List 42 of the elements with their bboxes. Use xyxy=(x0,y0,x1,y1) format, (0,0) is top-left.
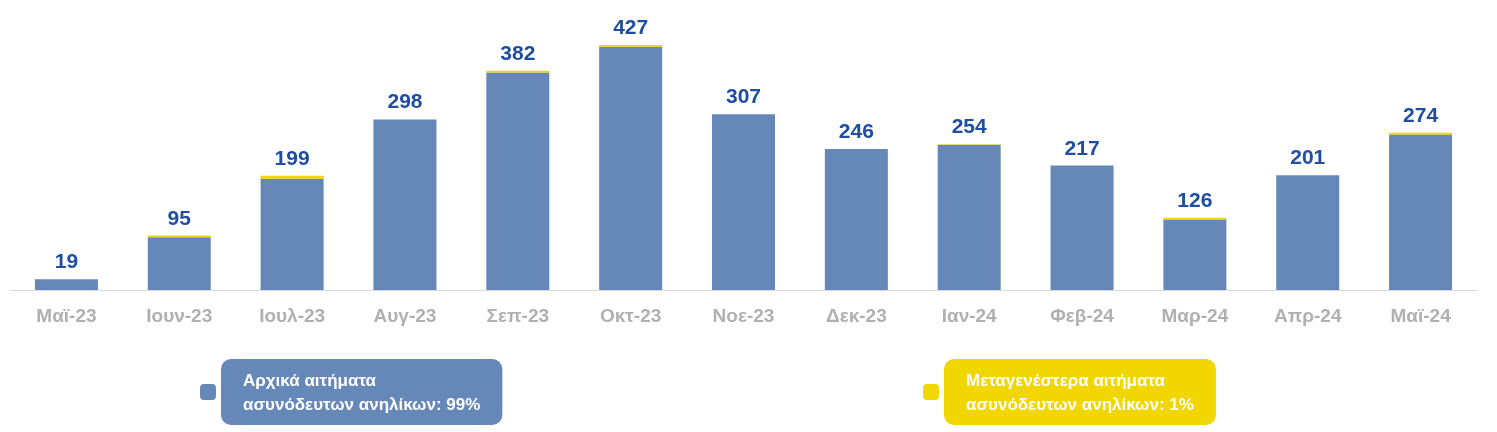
bar xyxy=(147,237,211,290)
x-tick-label: Μαϊ-23 xyxy=(36,305,97,326)
bar xyxy=(937,144,1001,290)
x-tick-label: Οκτ-23 xyxy=(599,305,662,326)
bar xyxy=(260,178,324,290)
bar xyxy=(34,279,98,290)
annotation: 199 xyxy=(274,145,310,169)
bar xyxy=(1389,134,1453,290)
bar xyxy=(373,119,437,290)
legend-label: Μεταγενέστερα αιτήματα ασυνόδευτων ανηλίκων: 1% xyxy=(966,370,1194,414)
bar xyxy=(1163,219,1227,290)
annotation: 126 xyxy=(1177,187,1213,211)
annotation: 274 xyxy=(1403,102,1439,126)
x-tick-label: Απρ-24 xyxy=(1273,305,1342,326)
x-tick-label: Μαρ-24 xyxy=(1161,305,1229,326)
annotation: 217 xyxy=(1064,135,1100,159)
bar xyxy=(486,72,550,290)
x-tick-label: Ιουλ-23 xyxy=(259,305,326,326)
x-tick-label: Αυγ-23 xyxy=(373,305,437,326)
bar xyxy=(824,148,888,290)
annotation: 382 xyxy=(500,40,536,64)
annotation: 246 xyxy=(838,118,874,142)
bar xyxy=(712,114,775,290)
x-tick-label: Ιαν-24 xyxy=(941,305,998,326)
annotation: 201 xyxy=(1290,144,1326,168)
x-tick-label: Νοε-23 xyxy=(712,305,775,326)
x-tick-label: Φεβ-24 xyxy=(1050,305,1115,326)
x-tick-label: Σεπ-23 xyxy=(486,305,550,326)
legend-label: Αρχικά αιτήματα ασυνόδευτων ανηλίκων: 99% xyxy=(243,370,481,414)
annotation: 254 xyxy=(951,114,988,138)
annotation: 19 xyxy=(54,249,79,273)
bar xyxy=(1050,165,1114,290)
bar xyxy=(599,46,663,290)
annotation: 427 xyxy=(613,15,649,38)
bar xyxy=(1276,175,1340,290)
bar xyxy=(260,175,324,179)
x-tick-label: Μαϊ-24 xyxy=(1390,305,1452,326)
annotation: 307 xyxy=(725,83,762,107)
x-tick-label: Ιουν-23 xyxy=(146,305,213,326)
annotation: 298 xyxy=(387,88,423,112)
annotation: 95 xyxy=(167,205,192,229)
x-tick-label: Δεκ-23 xyxy=(825,305,887,326)
